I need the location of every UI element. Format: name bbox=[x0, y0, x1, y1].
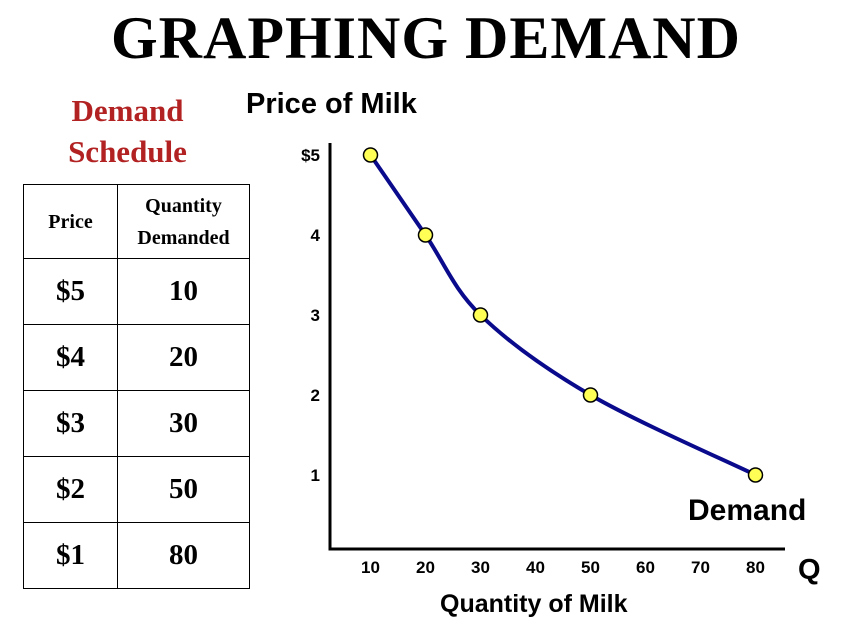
table-row: $1 80 bbox=[23, 522, 250, 589]
header-price: Price bbox=[23, 184, 118, 259]
data-point bbox=[472, 307, 489, 323]
table-row: $2 50 bbox=[23, 456, 250, 523]
schedule-title-line1: Demand bbox=[71, 93, 184, 128]
x-tick-label: 60 bbox=[636, 558, 655, 577]
demand-curve bbox=[368, 153, 757, 477]
price-cell: $1 bbox=[23, 522, 118, 589]
x-axis-end-label: Q bbox=[798, 554, 821, 586]
x-tick-label: 50 bbox=[581, 558, 600, 577]
demand-schedule-table: Price Quantity Demanded $5 10 $4 20 $3 3… bbox=[23, 184, 250, 589]
quantity-cell: 20 bbox=[117, 324, 250, 391]
data-point bbox=[747, 467, 764, 483]
header-quantity: Quantity Demanded bbox=[117, 184, 250, 259]
schedule-title: Demand Schedule bbox=[40, 90, 215, 172]
table-header-row: Price Quantity Demanded bbox=[23, 184, 250, 259]
y-tick-label: 4 bbox=[311, 226, 321, 245]
series-label-demand: Demand bbox=[688, 494, 807, 527]
schedule-title-line2: Schedule bbox=[68, 134, 187, 169]
y-tick-label: $5 bbox=[301, 146, 320, 165]
y-tick-label: 1 bbox=[311, 466, 320, 485]
price-cell: $2 bbox=[23, 456, 118, 523]
page-title: GRAPHING DEMAND bbox=[111, 5, 741, 71]
x-tick-label: 10 bbox=[361, 558, 380, 577]
quantity-cell: 80 bbox=[117, 522, 250, 589]
data-point bbox=[417, 227, 434, 243]
x-tick-label: 80 bbox=[746, 558, 765, 577]
y-axis-label: Price of Milk bbox=[246, 88, 417, 120]
price-cell: $5 bbox=[23, 258, 118, 325]
header-quantity-line1: Quantity bbox=[145, 194, 222, 217]
data-point bbox=[582, 387, 599, 403]
quantity-cell: 50 bbox=[117, 456, 250, 523]
header-quantity-line2: Demanded bbox=[137, 226, 230, 249]
x-tick-label: 30 bbox=[471, 558, 490, 577]
x-axis-label: Quantity of Milk bbox=[440, 590, 628, 618]
data-point bbox=[362, 147, 379, 163]
y-tick-label: 3 bbox=[311, 306, 320, 325]
table-row: $4 20 bbox=[23, 324, 250, 391]
x-tick-label: 20 bbox=[416, 558, 435, 577]
quantity-cell: 10 bbox=[117, 258, 250, 325]
x-tick-label: 40 bbox=[526, 558, 545, 577]
table-row: $5 10 bbox=[23, 258, 250, 325]
y-tick-label: 2 bbox=[311, 386, 320, 405]
x-tick-label: 70 bbox=[691, 558, 710, 577]
price-cell: $3 bbox=[23, 390, 118, 457]
